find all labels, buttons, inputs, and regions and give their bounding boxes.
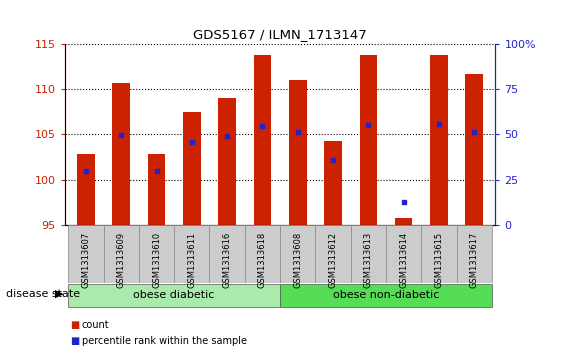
- Text: GSM1313618: GSM1313618: [258, 232, 267, 288]
- Text: GSM1313616: GSM1313616: [222, 232, 231, 288]
- Text: GSM1313608: GSM1313608: [293, 232, 302, 288]
- Text: obese non-diabetic: obese non-diabetic: [333, 290, 439, 300]
- Text: ▶: ▶: [55, 289, 64, 299]
- Bar: [386, 225, 421, 283]
- Text: GSM1313614: GSM1313614: [399, 232, 408, 288]
- Bar: [457, 225, 492, 283]
- Bar: [315, 225, 351, 283]
- Bar: [218, 98, 236, 225]
- Bar: [324, 140, 342, 225]
- Title: GDS5167 / ILMN_1713147: GDS5167 / ILMN_1713147: [193, 28, 367, 41]
- Text: GSM1313609: GSM1313609: [117, 232, 126, 288]
- Bar: [289, 80, 307, 225]
- Text: percentile rank within the sample: percentile rank within the sample: [82, 336, 247, 346]
- Bar: [68, 285, 280, 307]
- Text: GSM1313612: GSM1313612: [329, 232, 338, 288]
- Bar: [280, 285, 492, 307]
- Text: GSM1313613: GSM1313613: [364, 232, 373, 288]
- Bar: [466, 73, 483, 225]
- Bar: [351, 225, 386, 283]
- Text: GSM1313607: GSM1313607: [82, 232, 91, 288]
- Text: obese diabetic: obese diabetic: [133, 290, 215, 300]
- Bar: [245, 225, 280, 283]
- Bar: [174, 225, 209, 283]
- Bar: [104, 225, 139, 283]
- Text: count: count: [82, 320, 109, 330]
- Bar: [148, 154, 166, 225]
- Bar: [68, 225, 104, 283]
- Text: GSM1313617: GSM1313617: [470, 232, 479, 288]
- Bar: [421, 225, 457, 283]
- Bar: [139, 225, 174, 283]
- Bar: [183, 111, 200, 225]
- Bar: [77, 154, 95, 225]
- Text: ■: ■: [70, 336, 79, 346]
- Bar: [360, 55, 377, 225]
- Text: GSM1313615: GSM1313615: [435, 232, 444, 288]
- Bar: [113, 83, 130, 225]
- Text: ■: ■: [70, 320, 79, 330]
- Bar: [209, 225, 245, 283]
- Text: GSM1313610: GSM1313610: [152, 232, 161, 288]
- Text: GSM1313611: GSM1313611: [187, 232, 196, 288]
- Bar: [280, 225, 315, 283]
- Bar: [253, 55, 271, 225]
- Text: disease state: disease state: [6, 289, 80, 299]
- Bar: [395, 218, 413, 225]
- Bar: [430, 55, 448, 225]
